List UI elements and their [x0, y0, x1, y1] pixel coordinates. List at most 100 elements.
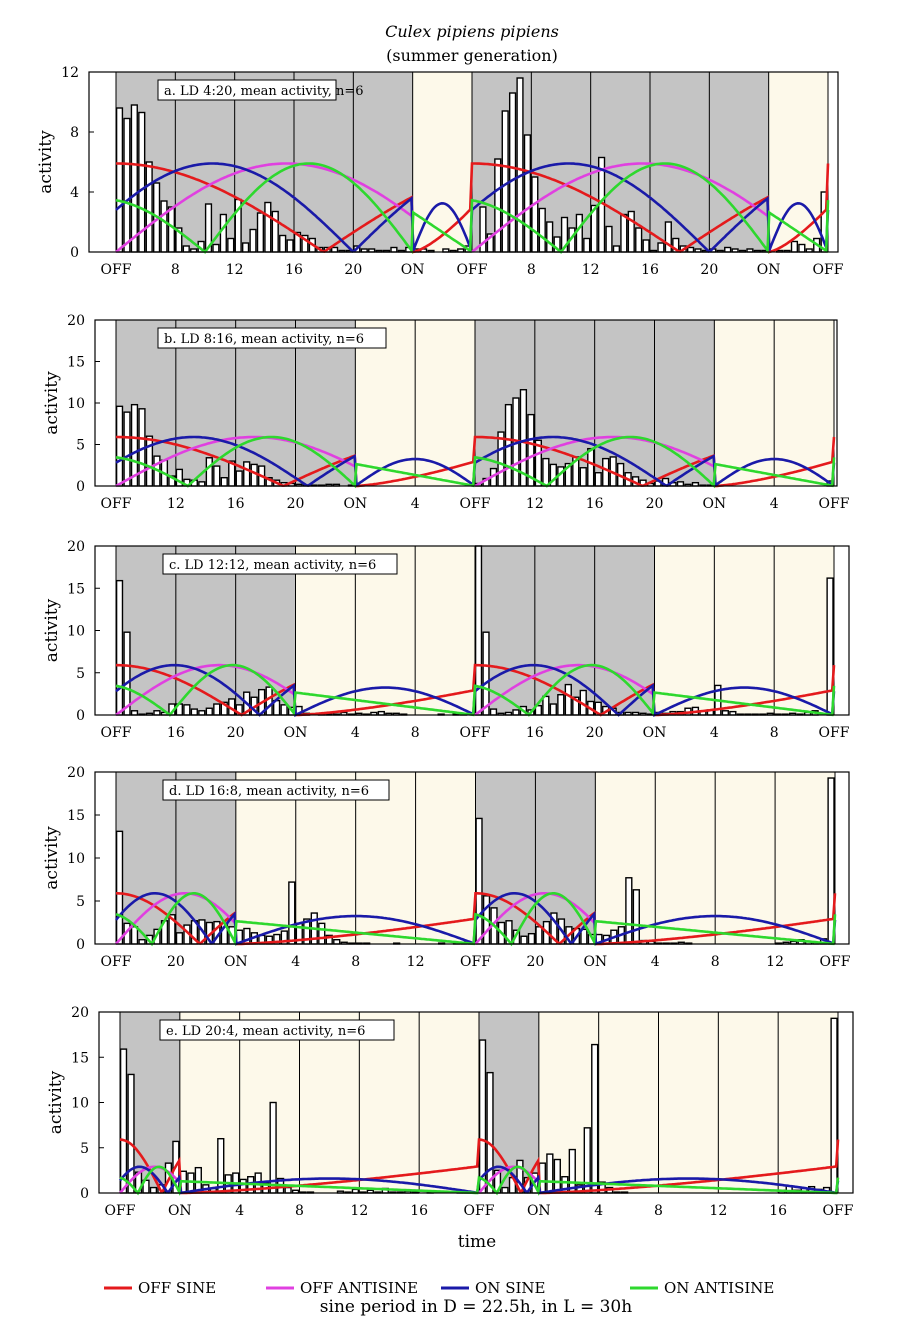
- activity-bar: [220, 477, 228, 487]
- activity-bar: [333, 939, 341, 945]
- activity-bar: [115, 107, 124, 253]
- x-tick-label: 12: [407, 954, 425, 970]
- activity-bar: [167, 206, 176, 253]
- off-antisine-line: [115, 435, 356, 488]
- activity-bar: [489, 708, 498, 716]
- activity-bar: [145, 435, 154, 487]
- plot-frame: [88, 71, 839, 253]
- activity-bar: [138, 939, 146, 945]
- x-tick-label: OFF: [101, 954, 132, 970]
- x-tick-label: 20: [227, 725, 245, 741]
- x-tick-label: 16: [526, 725, 544, 741]
- panel-label-box: [162, 779, 390, 801]
- activity-bar: [213, 703, 221, 716]
- x-tick-label: 16: [167, 725, 185, 741]
- x-tick-label: 8: [411, 725, 420, 741]
- legend-label: ON SINE: [475, 1279, 545, 1297]
- activity-bar: [280, 704, 288, 716]
- y-axis-label: activity: [42, 598, 62, 662]
- x-tick-label: 4: [594, 1203, 603, 1219]
- x-tick-label: 16: [285, 262, 303, 278]
- activity-bar: [130, 104, 138, 253]
- panel-label: c. LD 12:12, mean activity, n=6: [169, 558, 376, 573]
- y-axis-label: activity: [42, 371, 62, 435]
- activity-bar: [531, 176, 539, 253]
- activity-bar: [219, 213, 227, 253]
- y-tick-label: 15: [67, 355, 85, 371]
- x-tick-label: 8: [295, 1203, 304, 1219]
- activity-bar: [149, 1186, 158, 1194]
- activity-bar: [642, 239, 650, 253]
- activity-bar: [676, 481, 685, 487]
- x-tick-label: 20: [646, 496, 664, 512]
- activity-bar: [721, 710, 729, 716]
- off-antisine-line: [115, 663, 295, 717]
- legend-label: OFF SINE: [138, 1279, 216, 1297]
- activity-bar: [686, 246, 695, 253]
- activity-bar: [284, 1186, 292, 1194]
- x-tick-label: ON: [401, 262, 425, 278]
- activity-bar: [557, 694, 565, 716]
- activity-bar: [119, 1048, 128, 1194]
- legend-item: OFF SINE: [104, 1279, 216, 1297]
- activity-bar: [288, 881, 296, 945]
- y-tick-label: 8: [70, 125, 79, 141]
- activity-bar: [546, 1153, 554, 1194]
- y-tick-label: 15: [67, 808, 85, 824]
- x-tick-label: OFF: [819, 725, 850, 741]
- off-antisine-line: [474, 663, 654, 717]
- activity-bar: [602, 457, 610, 487]
- x-tick-label: ON: [527, 1203, 551, 1219]
- off-antisine-line: [115, 892, 236, 945]
- x-tick-label: 16: [410, 1203, 428, 1219]
- y-tick-label: 0: [76, 937, 85, 953]
- x-tick-label: OFF: [460, 954, 491, 970]
- activity-bar: [153, 710, 161, 716]
- activity-bar: [243, 461, 251, 487]
- activity-bar: [632, 889, 640, 945]
- x-tick-label: ON: [702, 496, 726, 512]
- activity-bar: [527, 932, 536, 945]
- activity-bar: [535, 926, 543, 945]
- x-tick-label: OFF: [820, 954, 851, 970]
- y-tick-label: 20: [71, 1005, 89, 1021]
- y-tick-label: 10: [67, 851, 85, 867]
- activity-bar: [115, 830, 124, 945]
- x-tick-label: ON: [224, 954, 248, 970]
- panel-label-box: [159, 1019, 395, 1041]
- activity-bar: [183, 704, 191, 716]
- x-tick-label: 16: [641, 262, 659, 278]
- x-tick-label: 4: [291, 954, 300, 970]
- x-tick-label: OFF: [105, 1203, 136, 1219]
- x-tick-label: 8: [171, 262, 180, 278]
- footer-note: sine period in D = 22.5h, in L = 30h: [320, 1297, 632, 1317]
- x-tick-label: OFF: [101, 496, 132, 512]
- x-tick-label: OFF: [460, 496, 491, 512]
- x-tick-label: 4: [710, 725, 719, 741]
- activity-bar: [612, 245, 621, 253]
- on-antisine-line: [115, 892, 837, 947]
- activity-bar: [269, 1101, 277, 1194]
- x-tick-label: ON: [643, 725, 667, 741]
- panel-d: 0 5 10 15 20 activity OFF 20 ON 4 8 12 OFF 20 ON 4 8 12 OF…: [42, 765, 851, 970]
- y-tick-label: 10: [67, 396, 85, 412]
- x-tick-label: OFF: [101, 725, 132, 741]
- panel-e: 0 5 10 15 20 activity OFF ON 4 8 12 16 OFF ON 4 8 12 16 OF…: [46, 1005, 854, 1219]
- activity-bar: [213, 465, 221, 487]
- on-antisine-line: [115, 435, 836, 489]
- panel-label-box: [157, 79, 337, 101]
- y-tick-label: 0: [80, 1186, 89, 1202]
- activity-bar: [264, 201, 272, 253]
- panel-label: b. LD 8:16, mean activity, n=6: [164, 332, 364, 347]
- x-tick-label: 16: [586, 496, 604, 512]
- activity-bar: [579, 467, 587, 487]
- panel-label-box: [162, 553, 398, 575]
- activity-bar: [724, 246, 732, 253]
- activity-bar: [549, 703, 557, 716]
- activity-bar: [175, 932, 184, 945]
- activity-bar: [318, 922, 326, 945]
- activity-bar: [583, 237, 591, 253]
- x-tick-label: 16: [227, 496, 245, 512]
- activity-bar: [130, 926, 139, 945]
